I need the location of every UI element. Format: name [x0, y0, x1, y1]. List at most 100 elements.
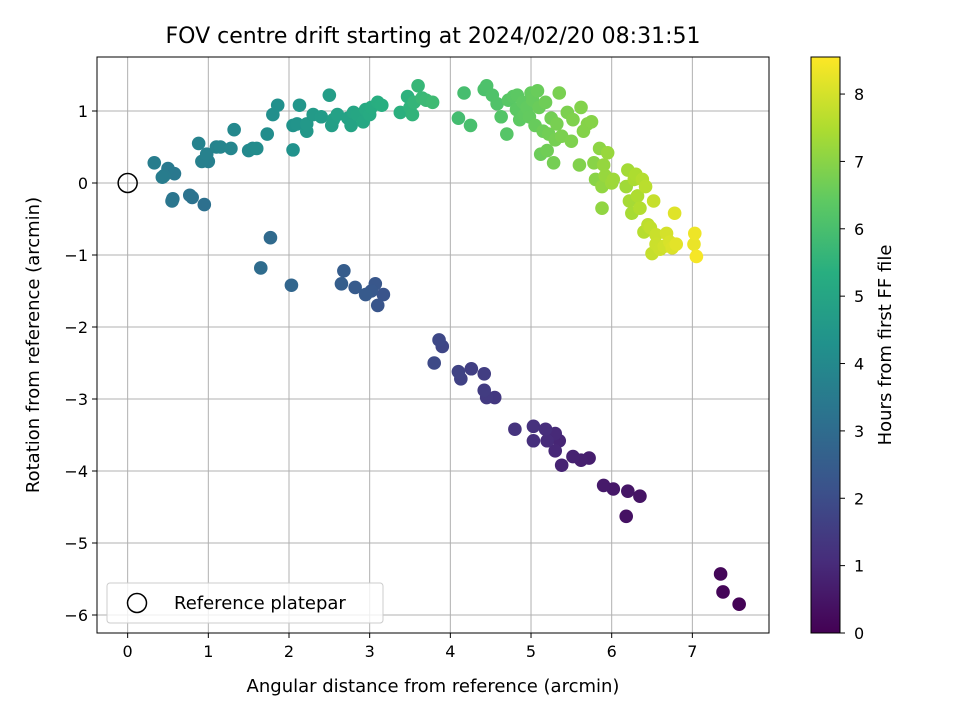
data-point [344, 118, 358, 133]
data-point [147, 156, 162, 170]
y-tick-label: −4 [64, 462, 88, 481]
data-point [432, 333, 446, 347]
data-point [425, 95, 440, 110]
data-point [314, 109, 329, 124]
data-point [337, 264, 351, 278]
reference-marker [117, 172, 138, 194]
data-point [550, 117, 564, 131]
legend-box [106, 582, 384, 624]
legend-reference-marker [126, 592, 148, 614]
data-point [606, 172, 621, 187]
data-point [405, 107, 420, 122]
colorbar-tick-label: 6 [854, 220, 864, 239]
data-point [477, 383, 492, 398]
x-tick-label: 1 [203, 642, 213, 661]
data-point [224, 141, 238, 156]
data-point [687, 226, 702, 241]
data-point [376, 287, 391, 302]
y-tick-label: −3 [64, 390, 88, 409]
data-point [526, 419, 541, 434]
data-point [600, 145, 615, 160]
colorbar-tick-label: 0 [854, 624, 864, 643]
data-point [538, 95, 553, 110]
data-point [633, 489, 647, 504]
data-point [477, 367, 492, 381]
data-point [464, 361, 479, 376]
colorbar-tick-label: 1 [854, 557, 864, 576]
y-tick-label: 1 [78, 102, 88, 121]
data-point [253, 261, 268, 275]
data-point [199, 147, 214, 161]
plot-frame [96, 56, 770, 634]
colorbar-tick-label: 8 [854, 85, 864, 104]
data-point [621, 484, 635, 498]
x-tick-label: 6 [607, 642, 617, 661]
data-point [554, 458, 569, 473]
data-point [457, 86, 471, 100]
y-tick-label: −5 [64, 534, 88, 553]
data-point [552, 86, 567, 100]
data-point [463, 118, 478, 133]
data-point [494, 109, 508, 124]
data-point [667, 206, 682, 221]
data-point [508, 422, 522, 437]
y-axis-ticks: −6 −5 −4 −3 −2 −1 0 1 [64, 102, 97, 625]
data-point [334, 277, 349, 291]
data-point [411, 79, 425, 93]
data-point [572, 158, 587, 172]
data-point [716, 585, 730, 599]
x-tick-label: 4 [445, 642, 455, 661]
data-point [689, 249, 704, 264]
data-point [165, 194, 179, 208]
data-point [526, 433, 541, 448]
data-point [595, 201, 609, 215]
colorbar-tick-label: 4 [854, 355, 864, 374]
x-tick-label: 3 [365, 642, 375, 661]
colorbar-tick-label: 3 [854, 422, 864, 441]
y-tick-label: −2 [64, 318, 88, 337]
data-point [286, 143, 300, 157]
y-axis-label: Rotation from reference (arcmin) [23, 197, 44, 493]
data-point [540, 433, 554, 448]
data-point [322, 88, 337, 102]
data-point [630, 189, 645, 203]
data-point [263, 230, 278, 245]
scatter-points [147, 79, 746, 611]
data-point [638, 179, 653, 194]
data-point [546, 156, 561, 170]
legend-entry-reference-platepar: Reference platepar [174, 593, 346, 614]
data-point [564, 134, 579, 149]
x-tick-label: 7 [687, 642, 697, 661]
data-point [197, 197, 212, 212]
data-point [530, 84, 545, 98]
colorbar-tick-label: 7 [854, 152, 864, 171]
data-point [732, 597, 746, 611]
data-point [374, 98, 389, 113]
data-point [290, 117, 304, 131]
y-tick-label: −6 [64, 606, 88, 625]
data-point [649, 228, 663, 242]
chart-title: FOV centre drift starting at 2024/02/20 … [166, 24, 701, 49]
data-point [596, 158, 611, 172]
data-point [155, 170, 170, 185]
x-axis-label: Angular distance from reference (arcmin) [247, 676, 620, 697]
data-point [646, 194, 661, 208]
data-point [370, 298, 385, 313]
legend: Reference platepar [106, 582, 384, 624]
colorbar-label: Hours from first FF file [875, 245, 896, 446]
data-point [451, 111, 466, 125]
data-point [451, 364, 466, 379]
data-point [260, 127, 275, 141]
data-point [249, 141, 264, 156]
data-point [490, 97, 504, 111]
y-tick-label: 0 [78, 174, 88, 193]
data-point [619, 509, 634, 524]
data-point [292, 98, 307, 113]
data-point [713, 567, 728, 581]
x-tick-label: 2 [284, 642, 294, 661]
data-point [566, 449, 580, 464]
colorbar-tick-label: 5 [854, 287, 864, 306]
data-point [633, 201, 647, 215]
colorbar-tick-label: 2 [854, 489, 864, 508]
